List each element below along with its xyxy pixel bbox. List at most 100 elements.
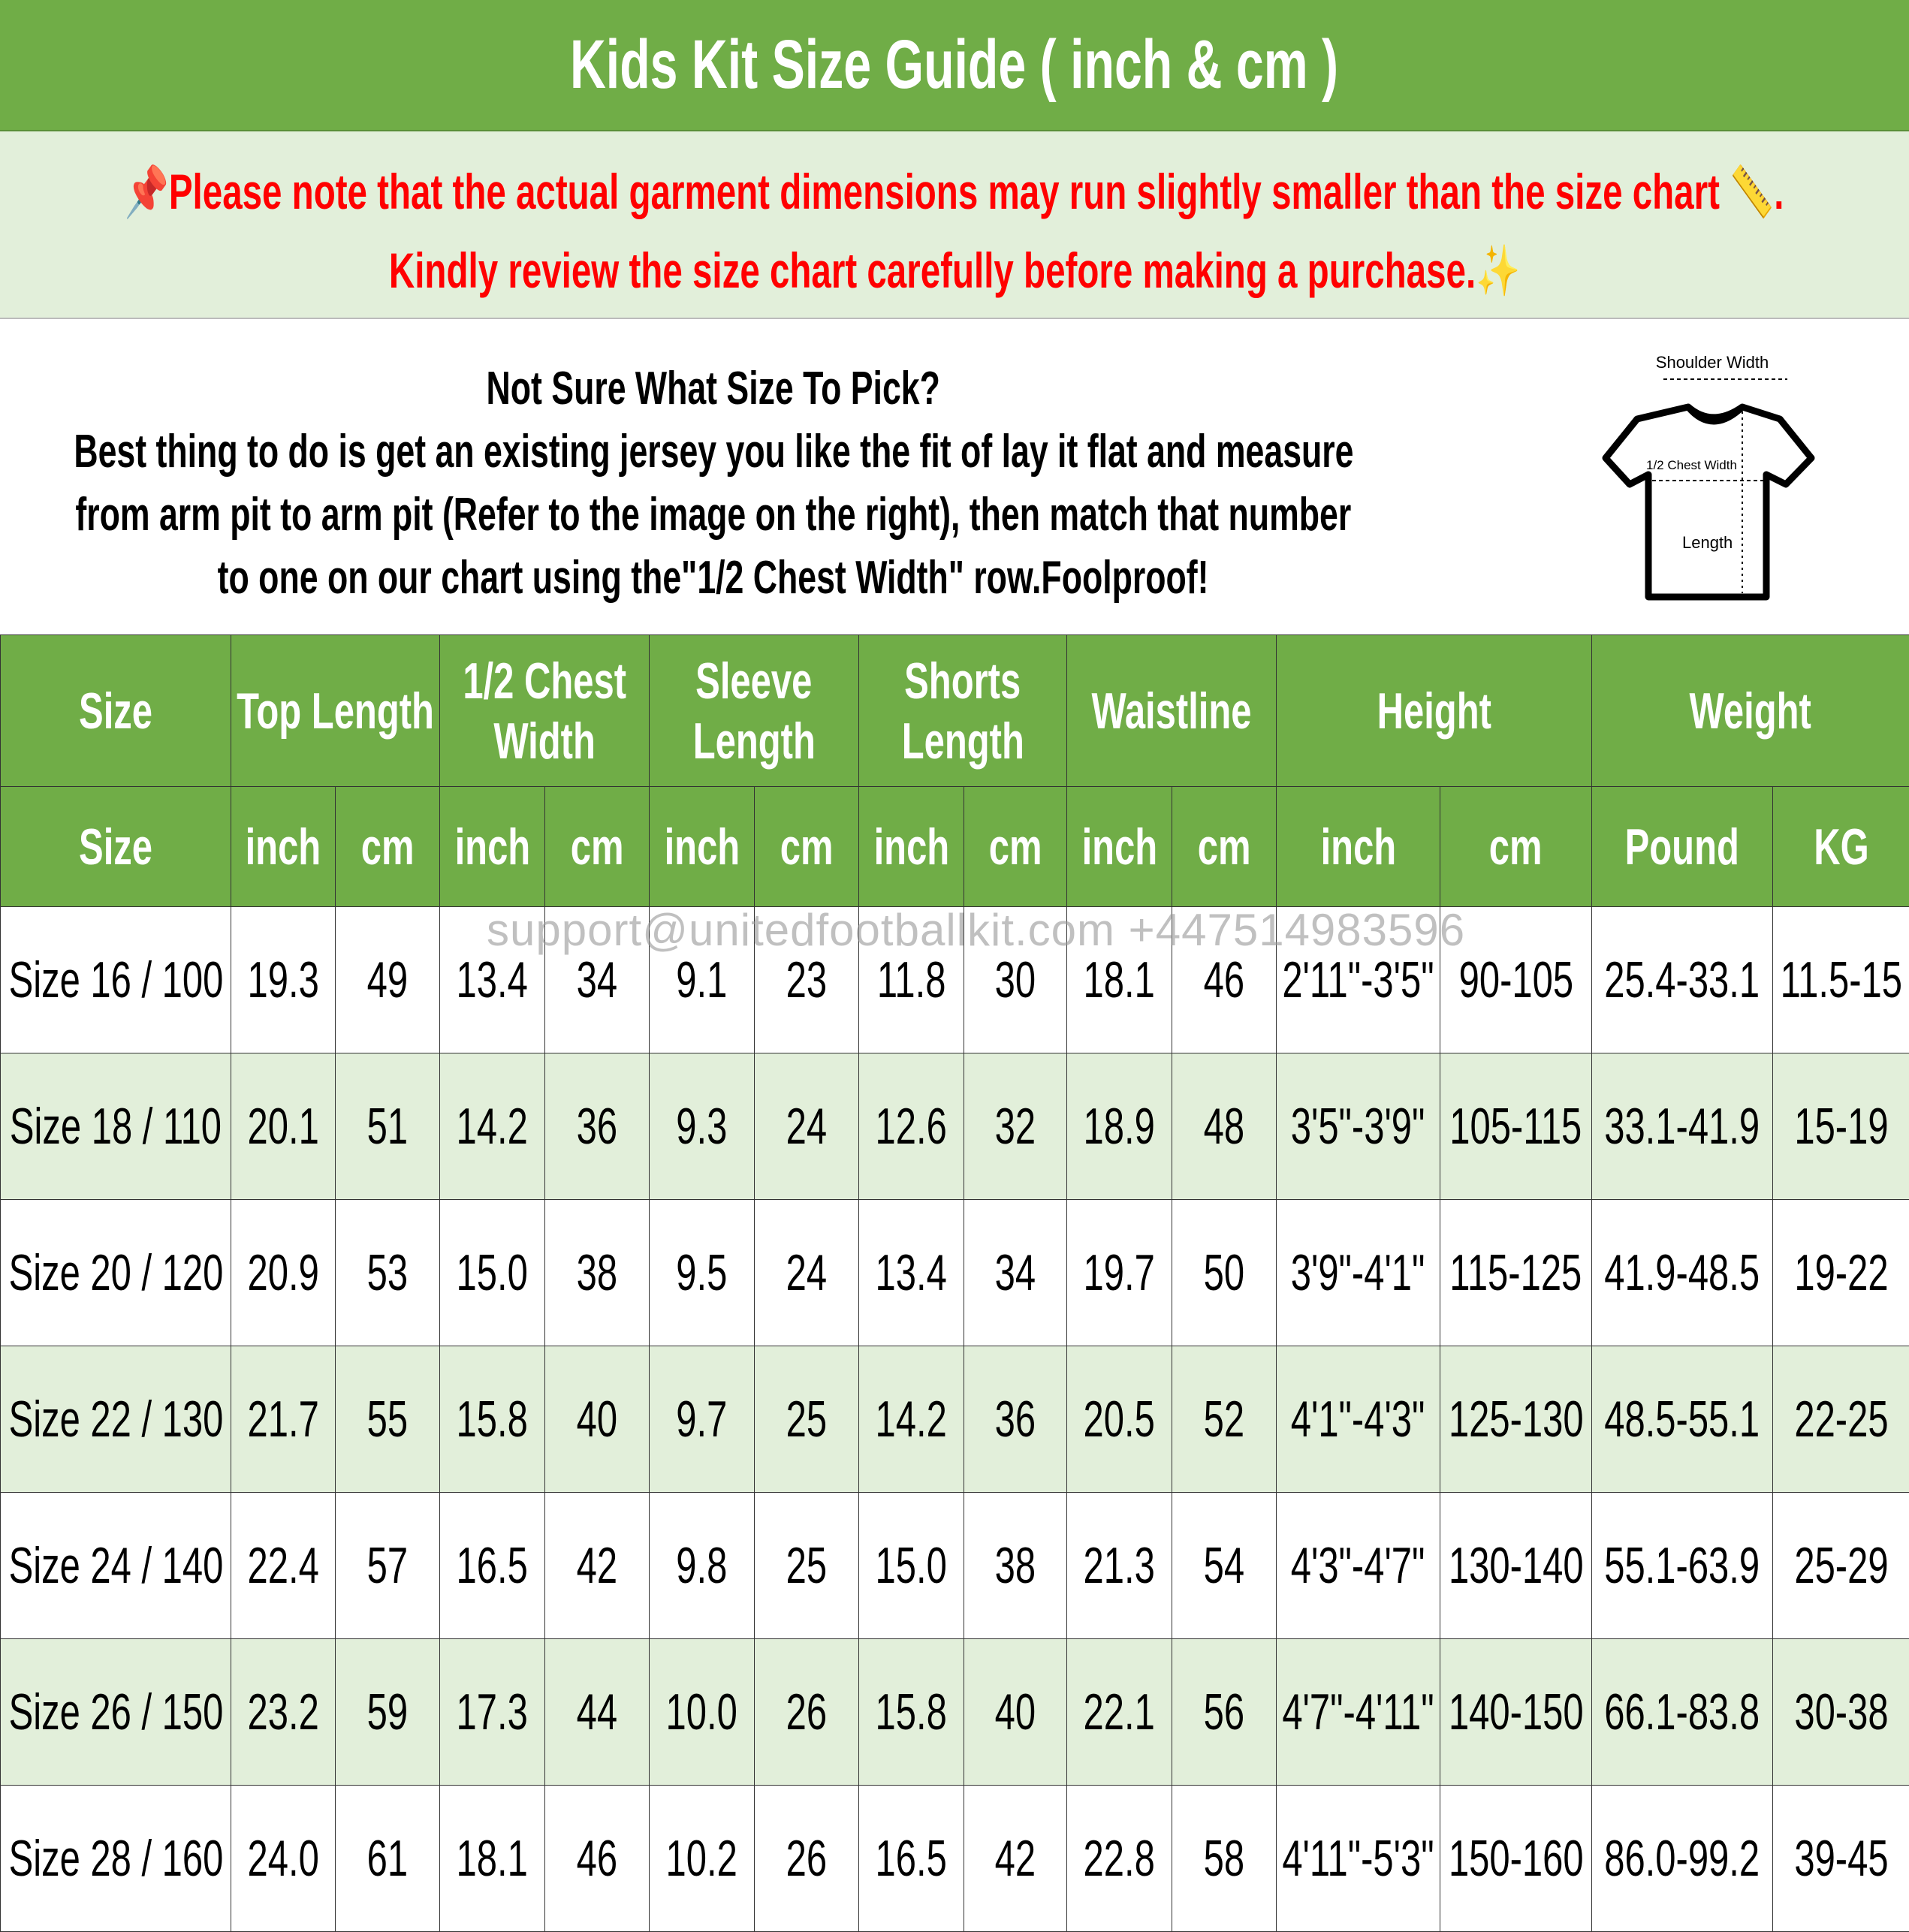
table-cell: 36	[545, 1053, 650, 1200]
table-cell: 61	[336, 1786, 440, 1932]
table-cell: 36	[964, 1346, 1067, 1493]
table-cell: 54	[1172, 1493, 1277, 1639]
table-cell: 24	[755, 1200, 859, 1346]
table-cell: Size 20 / 120	[1, 1200, 231, 1346]
table-cell: 15.0	[440, 1200, 545, 1346]
unit-header: cm	[1172, 787, 1277, 907]
table-cell: 66.1-83.8	[1592, 1639, 1773, 1786]
table-cell: 22.1	[1067, 1639, 1172, 1786]
intro-heading: Not Sure What Size To Pick?	[487, 362, 940, 415]
unit-header: inch	[440, 787, 545, 907]
table-cell: 17.3	[440, 1639, 545, 1786]
table-cell: 40	[964, 1639, 1067, 1786]
table-cell: 21.3	[1067, 1493, 1172, 1639]
table-cell: 13.4	[859, 1200, 964, 1346]
unit-header: inch	[859, 787, 964, 907]
table-cell: 23.2	[231, 1639, 336, 1786]
table-cell: 25.4-33.1	[1592, 907, 1773, 1053]
table-cell: 32	[964, 1053, 1067, 1200]
table-cell: 51	[336, 1053, 440, 1200]
table-cell: 52	[1172, 1346, 1277, 1493]
pushpin-icon: 📌	[125, 164, 169, 219]
table-cell: 15.8	[859, 1639, 964, 1786]
table-cell: Size 24 / 140	[1, 1493, 231, 1639]
table-cell: 34	[964, 1200, 1067, 1346]
table-cell: 20.5	[1067, 1346, 1172, 1493]
table-cell: 10.0	[650, 1639, 755, 1786]
table-cell: 57	[336, 1493, 440, 1639]
table-cell: 25	[755, 1493, 859, 1639]
table-cell: 20.9	[231, 1200, 336, 1346]
unit-header: inch	[1067, 787, 1172, 907]
table-cell: 19-22	[1773, 1200, 1909, 1346]
table-cell: 125-130	[1440, 1346, 1592, 1493]
table-cell: 42	[545, 1493, 650, 1639]
unit-header: Size	[1, 787, 231, 907]
table-cell: 33.1-41.9	[1592, 1053, 1773, 1200]
column-group-header: Top Length	[231, 635, 440, 787]
unit-header: inch	[650, 787, 755, 907]
table-cell: 40	[545, 1346, 650, 1493]
intro-text: Not Sure What Size To Pick? Best thing t…	[0, 319, 1427, 634]
table-cell: 150-160	[1440, 1786, 1592, 1932]
length-label: Length	[1682, 533, 1733, 552]
notice: 📌Please note that the actual garment dim…	[0, 131, 1909, 319]
table-cell: 15.8	[440, 1346, 545, 1493]
table-cell: 3'5"-3'9"	[1277, 1053, 1440, 1200]
table-cell: Size 26 / 150	[1, 1639, 231, 1786]
table-cell: 24.0	[231, 1786, 336, 1932]
table-cell: 55.1-63.9	[1592, 1493, 1773, 1639]
table-cell: 16.5	[859, 1786, 964, 1932]
table-cell: 38	[545, 1200, 650, 1346]
table-cell: 15-19	[1773, 1053, 1909, 1200]
table-cell: 4'3"-4'7"	[1277, 1493, 1440, 1639]
table-cell: 9.8	[650, 1493, 755, 1639]
sparkles-icon: ✨	[1476, 243, 1520, 298]
shoulder-width-label: Shoulder Width	[1656, 353, 1769, 372]
table-cell: 18.1	[440, 1786, 545, 1932]
table-cell: 48.5-55.1	[1592, 1346, 1773, 1493]
table-cell: 12.6	[859, 1053, 964, 1200]
table-cell: 55	[336, 1346, 440, 1493]
table-cell: 115-125	[1440, 1200, 1592, 1346]
table-cell: 3'9"-4'1"	[1277, 1200, 1440, 1346]
unit-header: cm	[1440, 787, 1592, 907]
table-cell: 44	[545, 1639, 650, 1786]
chest-width-label: 1/2 Chest Width	[1646, 458, 1737, 472]
tshirt-measurement-diagram: Shoulder Width 1/2 Chest Width Length	[1600, 345, 1825, 601]
table-cell: 9.5	[650, 1200, 755, 1346]
unit-header: cm	[755, 787, 859, 907]
column-group-header: Height	[1277, 635, 1592, 787]
table-cell: 22.8	[1067, 1786, 1172, 1932]
table-cell: 22-25	[1773, 1346, 1909, 1493]
table-cell: 15.0	[859, 1493, 964, 1639]
table-cell: 11.5-15	[1773, 907, 1909, 1053]
column-group-header: Waistline	[1067, 635, 1277, 787]
table-cell: 16.5	[440, 1493, 545, 1639]
table-cell: 86.0-99.2	[1592, 1786, 1773, 1932]
table-cell: 48	[1172, 1053, 1277, 1200]
unit-header: KG	[1773, 787, 1909, 907]
table-cell: 58	[1172, 1786, 1277, 1932]
unit-header: Pound	[1592, 787, 1773, 907]
table-cell: 18.9	[1067, 1053, 1172, 1200]
table-cell: 10.2	[650, 1786, 755, 1932]
unit-header: cm	[336, 787, 440, 907]
column-group-header: Size	[1, 635, 231, 787]
table-cell: 42	[964, 1786, 1067, 1932]
table-cell: 9.3	[650, 1053, 755, 1200]
table-cell: Size 28 / 160	[1, 1786, 231, 1932]
table-cell: Size 18 / 110	[1, 1053, 231, 1200]
table-cell: 22.4	[231, 1493, 336, 1639]
watermark: support@unitedfootballkit.com +447514983…	[487, 908, 1465, 953]
